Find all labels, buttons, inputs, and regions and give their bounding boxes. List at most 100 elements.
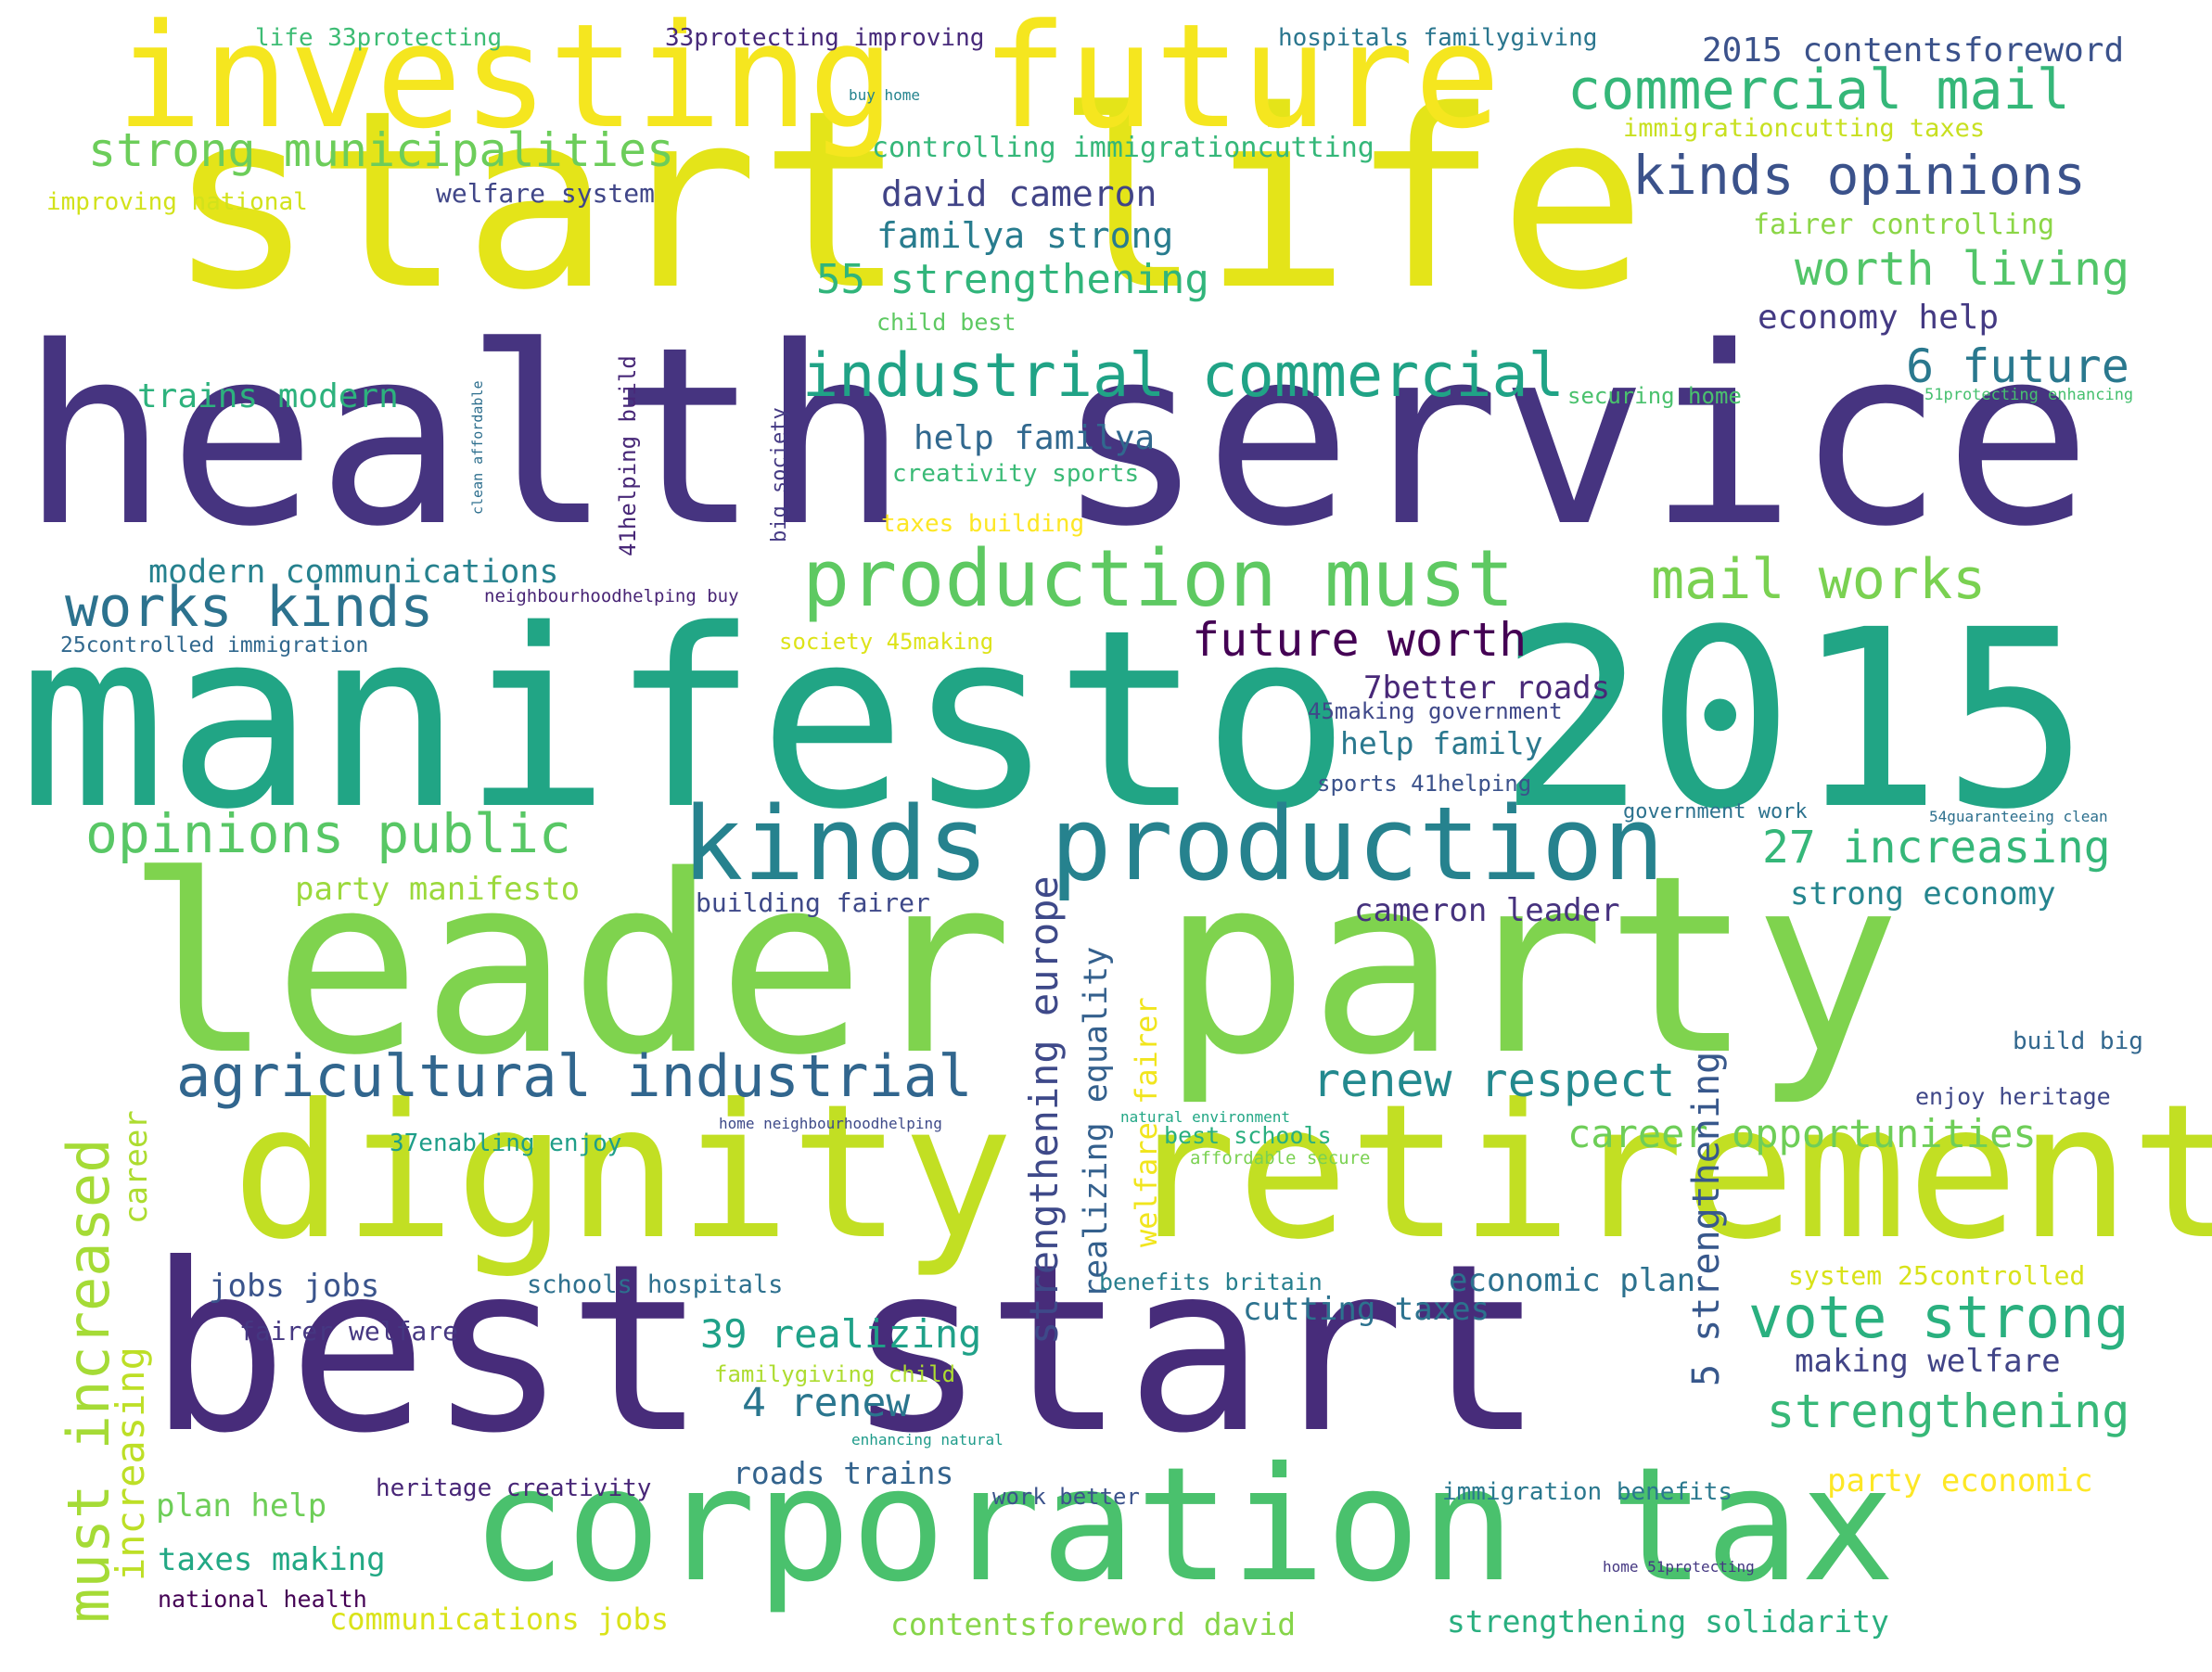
word-agricultural-industrial: agricultural industrial (176, 1042, 973, 1110)
word-improving-national: improving national (46, 188, 308, 216)
word-home-51protecting: home 51protecting (1603, 1558, 1755, 1576)
word-immigration-benefits: immigration benefits (1442, 1478, 1733, 1506)
word-communications-jobs: communications jobs (329, 1602, 670, 1637)
word-increasing: increasing (108, 1347, 153, 1581)
word-child-best: child best (876, 309, 1016, 336)
word-controlling-immigrationcutting: controlling immigrationcutting (872, 132, 1375, 164)
word-realizing-equality: realizing equality (1078, 946, 1115, 1298)
word-works-kinds: works kinds (65, 575, 434, 640)
word-roads-trains: roads trains (733, 1455, 954, 1491)
word-society-45making: society 45making (779, 629, 994, 655)
word-trains-modern: trains modern (137, 377, 399, 415)
word-home-neighbourhoodhelping: home neighbourhoodhelping (719, 1115, 942, 1132)
word-manifesto-2015: manifesto 2015 (19, 578, 2091, 863)
word-best-start: best start (148, 1214, 1545, 1484)
word-strengthening: strengthening (1767, 1385, 2130, 1438)
word-making-welfare: making welfare (1795, 1343, 2061, 1380)
word-immigrationcutting-taxes: immigrationcutting taxes (1623, 114, 1986, 143)
word-neighbourhoodhelping-buy: neighbourhoodhelping buy (484, 586, 739, 606)
word-55-strengthening: 55 strengthening (816, 256, 1209, 303)
word-life-33protecting: life 33protecting (255, 24, 503, 52)
word-national-health: national health (158, 1586, 367, 1613)
word-career-opportunities: career opportunities (1567, 1111, 2037, 1156)
word-securing-home: securing home (1567, 383, 1742, 409)
word-government-work: government work (1623, 800, 1808, 823)
word-benefits-britain: benefits britain (1099, 1269, 1323, 1295)
word-welfare-system: welfare system (436, 178, 656, 209)
word-renew-respect: renew respect (1312, 1053, 1676, 1107)
word-fairer-controlling: fairer controlling (1753, 209, 2055, 241)
word-41helping-build: 41helping build (615, 355, 641, 556)
word-7better-roads: 7better roads (1363, 670, 1611, 707)
word-economic-plan: economic plan (1449, 1262, 1696, 1299)
word-familya-strong: familya strong (876, 215, 1174, 256)
word-enjoy-heritage: enjoy heritage (1915, 1083, 2111, 1110)
word-worth-living: worth living (1795, 242, 2130, 296)
word-hospitals-familygiving: hospitals familygiving (1278, 24, 1598, 52)
word-cutting-taxes: cutting taxes (1243, 1291, 1490, 1328)
word-plan-help: plan help (156, 1487, 327, 1525)
word-kinds-opinions: kinds opinions (1632, 144, 2086, 207)
word-familygiving-child: familygiving child (714, 1361, 956, 1387)
word-27-increasing: 27 increasing (1762, 822, 2111, 874)
word-strengthening-europe: strengthening europe (1021, 875, 1067, 1345)
word-career: career (118, 1110, 155, 1224)
word-corporation-tax: corporation tax (471, 1434, 1896, 1617)
word-opinions-public: opinions public (85, 802, 571, 865)
word-system-25controlled: system 25controlled (1788, 1260, 2086, 1291)
word-fairer-welfare: fairer welfare (239, 1316, 459, 1347)
word-25controlled-immigration: 25controlled immigration (60, 633, 369, 657)
word-building-fairer: building fairer (696, 887, 930, 918)
word-kinds-production: kinds production (682, 785, 1665, 903)
word-jobs-jobs: jobs jobs (209, 1268, 380, 1305)
word-heritage-creativity: heritage creativity (376, 1474, 652, 1502)
word-modern-communications: modern communications (148, 554, 559, 591)
word-4-renew: 4 renew (742, 1380, 911, 1426)
word-party-manifesto: party manifesto (295, 871, 581, 908)
word-51protecting-enhancing: 51protecting enhancing (1924, 386, 2134, 404)
word-dignity-retirement: dignity retirement (232, 1065, 2212, 1281)
word-39-realizing: 39 realizing (700, 1311, 982, 1357)
word-33protecting-improving: 33protecting improving (665, 24, 985, 52)
word-industrial-commercial: industrial commercial (802, 341, 1565, 411)
word-start-life: start life (167, 58, 1647, 344)
word-vote-strong: vote strong (1748, 1283, 2129, 1351)
word-future-worth: future worth (1192, 613, 1528, 667)
word-contentsforeword-david: contentsforeword david (890, 1606, 1297, 1642)
word-party-economic: party economic (1827, 1462, 2093, 1500)
word-mail-works: mail works (1651, 547, 1987, 612)
word-help-family: help family (1340, 725, 1543, 761)
word-creativity-sports: creativity sports (892, 460, 1140, 488)
word-sports-41helping: sports 41helping (1317, 771, 1532, 797)
word-6-future: 6 future (1906, 339, 2129, 393)
word-best-schools: best schools (1164, 1122, 1332, 1149)
word-37enabling-enjoy: 37enabling enjoy (390, 1130, 622, 1157)
word-45making-government: 45making government (1308, 698, 1563, 724)
word-2015-contentsforeword: 2015 contentsforeword (1702, 32, 2125, 70)
word-taxes-making: taxes making (158, 1541, 386, 1578)
word-david-cameron: david cameron (881, 173, 1157, 214)
word-investing-future: investing future (116, 0, 1502, 160)
word-big-society: big society (768, 407, 791, 542)
word-54guaranteeing-clean: 54guaranteeing clean (1929, 808, 2108, 825)
word-help-familya: help familya (914, 419, 1156, 457)
word-clean-affordable: clean affordable (469, 380, 486, 516)
word-5-strengthening: 5 strengthening (1685, 1051, 1728, 1386)
word-strong-economy: strong economy (1790, 875, 2056, 913)
word-cameron-leader: cameron leader (1354, 892, 1620, 929)
word-production-must: production must (802, 533, 1515, 625)
word-leader-party: leader party (125, 823, 1901, 1109)
word-economy-help: economy help (1758, 299, 2000, 337)
word-affordable-secure: affordable secure (1190, 1148, 1371, 1168)
word-commercial-mail: commercial mail (1567, 57, 2070, 122)
word-work-better: work better (992, 1484, 1140, 1510)
word-strengthening-solidarity: strengthening solidarity (1447, 1603, 1889, 1640)
word-build-big: build big (2013, 1027, 2143, 1055)
word-natural-environment: natural environment (1120, 1108, 1291, 1126)
word-health-service: health service (20, 295, 2092, 581)
word-enhancing-natural: enhancing natural (851, 1431, 1004, 1449)
word-buy-home: buy home (849, 86, 921, 104)
word-strong-municipalities: strong municipalities (88, 123, 675, 177)
word-taxes-building: taxes building (881, 510, 1085, 538)
